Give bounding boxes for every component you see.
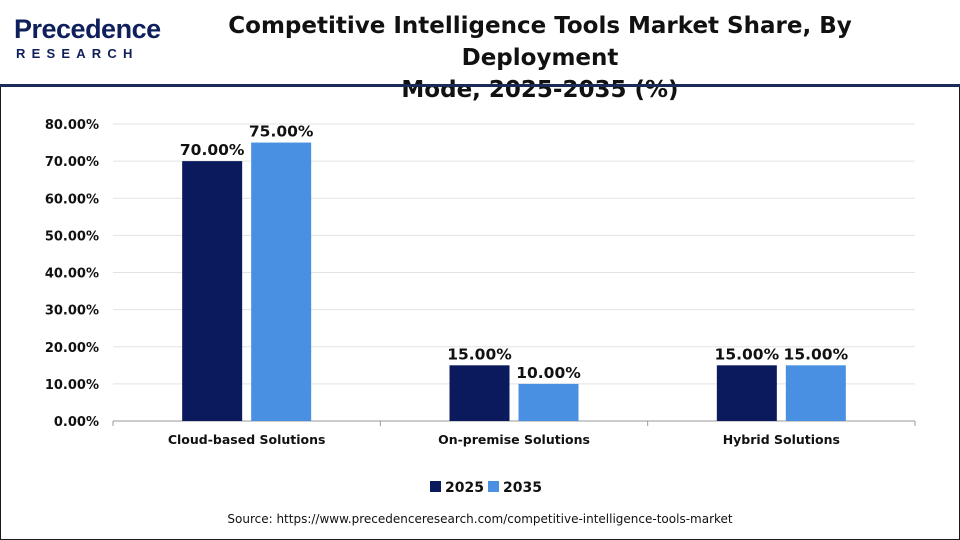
x-tick-label: On-premise Solutions [438,432,590,447]
bar-2035-2 [785,365,846,421]
data-label: 75.00% [249,123,314,141]
source-note: Source: https://www.precedenceresearch.c… [227,512,733,526]
data-label: 70.00% [180,141,245,159]
legend-label-2035: 2035 [503,480,542,496]
y-tick-label: 40.00% [45,267,99,282]
y-tick-label: 10.00% [45,378,99,393]
bar-2035-0 [251,142,312,421]
header-divider [0,84,960,87]
bar-chart: 0.00% 10.00% 20.00% 30.00% 40.00% 50.00% 60.00… [45,118,916,496]
bar-2025-2 [716,365,777,421]
x-tick-label: Cloud-based Solutions [168,432,326,447]
y-tick-label: 0.00% [54,415,99,430]
y-tick-label: 20.00% [45,341,99,356]
logo-main-text: Precedence [14,14,161,44]
data-label: 10.00% [516,364,581,382]
x-tick-label: Hybrid Solutions [723,432,840,447]
legend-swatch-2025 [430,481,441,492]
chart-title-line-1: Competitive Intelligence Tools Market Sh… [228,13,852,71]
legend-label-2025: 2025 [445,480,484,496]
legend-swatch-2035 [488,481,499,492]
bar-2025-0 [182,161,243,421]
header: Precedence RESEARCH Competitive Intellig… [0,0,960,103]
y-tick-label: 80.00% [45,118,99,133]
bar-2035-1 [518,383,579,421]
bar-2025-1 [449,365,510,421]
brand-logo: Precedence RESEARCH [14,14,164,66]
y-tick-label: 60.00% [45,192,99,207]
data-label: 15.00% [784,345,849,363]
y-tick-label: 30.00% [45,304,99,319]
data-label: 15.00% [447,345,512,363]
y-tick-label: 50.00% [45,229,99,244]
chart-title: Competitive Intelligence Tools Market Sh… [160,10,920,106]
logo-sub-text: RESEARCH [16,46,139,61]
chart-title-line-2: Mode, 2025-2035 (%) [401,77,679,103]
data-label: 15.00% [715,345,780,363]
y-tick-label: 70.00% [45,155,99,170]
